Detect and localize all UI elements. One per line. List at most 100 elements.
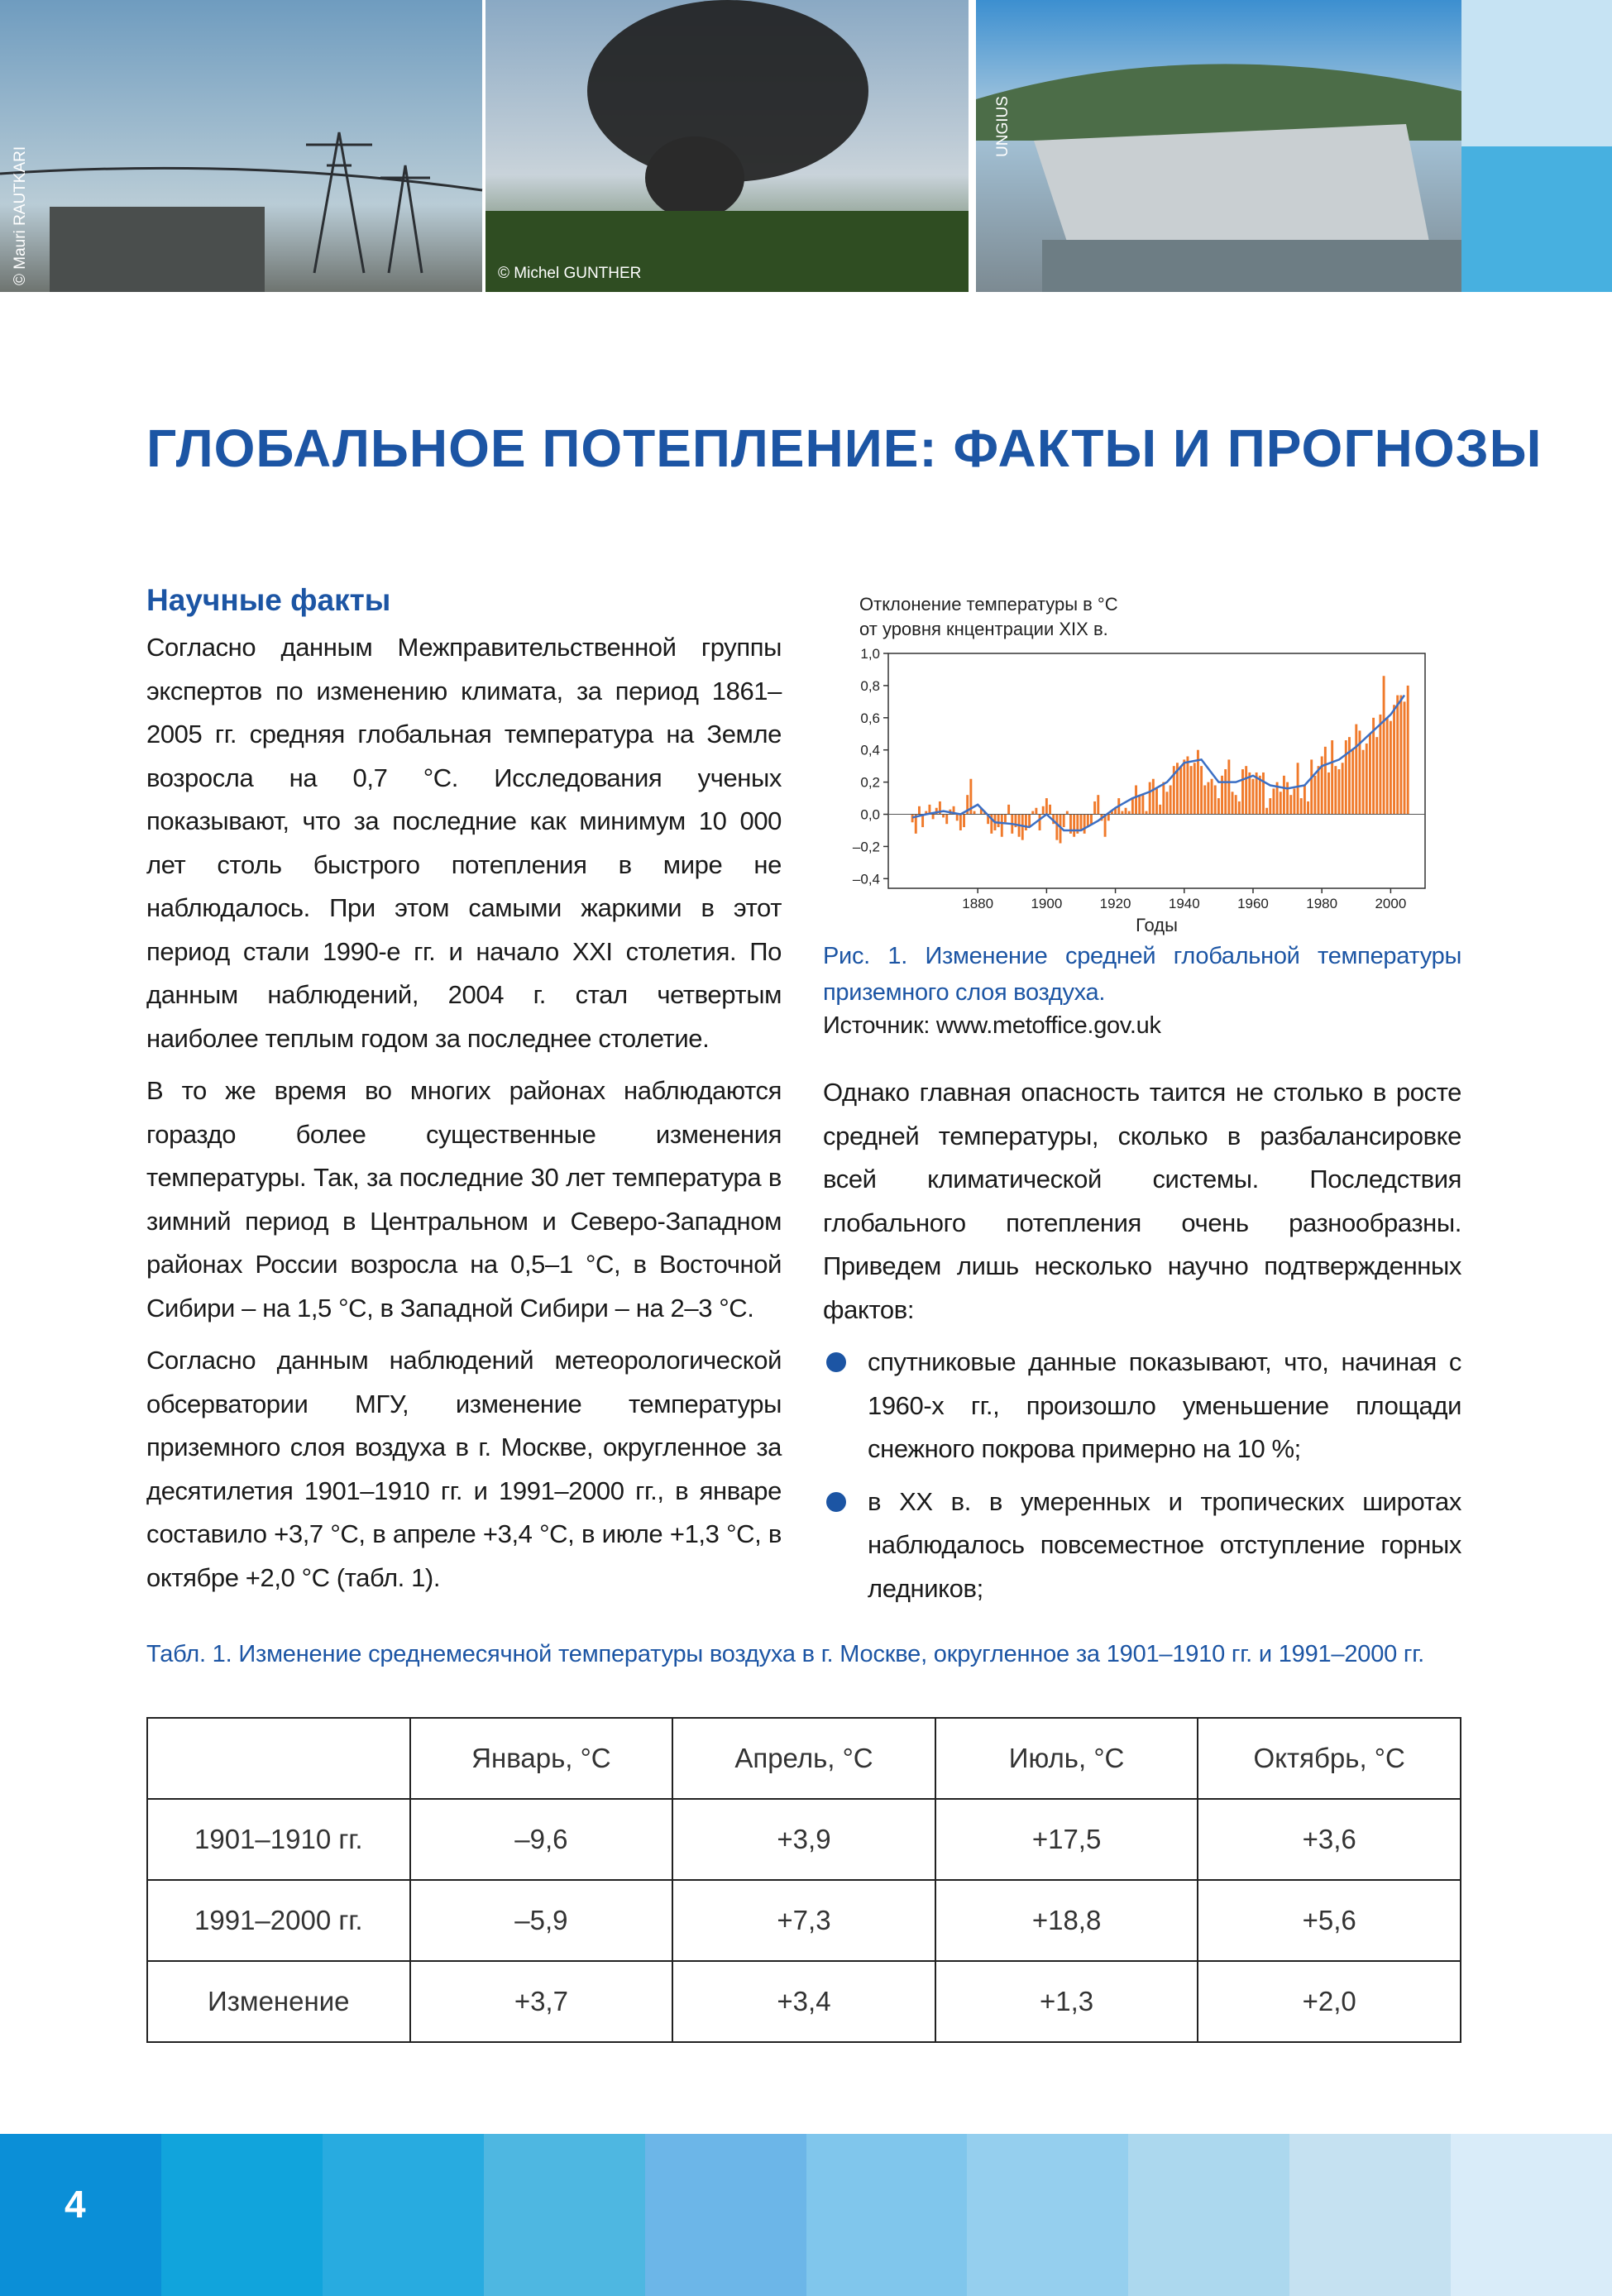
table-cell: 1991–2000 гг. [146, 1879, 411, 1962]
bar [1221, 775, 1224, 815]
bar [973, 811, 976, 815]
bar [1320, 756, 1323, 815]
bar [1382, 676, 1385, 815]
trend-line [911, 694, 1406, 832]
figure-chart: Отклонение температуры в °C от уровня кнц… [853, 594, 1426, 935]
bar [1248, 772, 1251, 815]
bar [1265, 807, 1269, 815]
table-cell: +7,3 [672, 1879, 936, 1962]
page-number: 4 [65, 2183, 86, 2226]
figure-caption: Рис. 1. Изменение средней глобальной тем… [823, 943, 1461, 1006]
bar [1358, 730, 1361, 815]
bar [1131, 798, 1134, 815]
y-tick-label: 1,0 [860, 646, 880, 662]
bar [1341, 763, 1344, 815]
bar [1337, 769, 1341, 815]
bar [1035, 807, 1038, 815]
bar [966, 795, 969, 815]
footer-block [0, 2134, 161, 2296]
bar [1334, 766, 1337, 815]
table-cell: 1901–1910 гг. [146, 1798, 411, 1881]
smoke [645, 136, 744, 219]
bar [1372, 717, 1375, 815]
table-row: 1901–1910 гг. –9,6 +3,9 +17,5 +3,6 [146, 1798, 1461, 1881]
bar [1086, 814, 1089, 828]
smoke [587, 0, 868, 182]
bar [997, 814, 1000, 828]
bar [1234, 795, 1237, 815]
bar [1159, 804, 1162, 815]
x-tick-label: 1880 [962, 896, 993, 911]
bar [1200, 766, 1203, 815]
bar [1052, 814, 1055, 825]
bar [928, 804, 931, 815]
chart-title: Отклонение температуры в °C [859, 594, 1118, 615]
bar [1000, 814, 1003, 837]
bar [935, 807, 938, 815]
footer-block [1451, 2134, 1612, 2296]
y-tick-label: 0,4 [860, 743, 880, 758]
bar [1045, 798, 1048, 815]
bar [1007, 804, 1011, 815]
bar [1203, 785, 1207, 815]
bar [1038, 814, 1041, 830]
table-cell: +3,4 [672, 1960, 936, 2043]
bar [1062, 814, 1065, 828]
bar [1097, 795, 1100, 815]
bar [1224, 769, 1227, 815]
footer-block [967, 2134, 1129, 2296]
bar [1251, 778, 1255, 815]
bar [945, 814, 949, 825]
section-heading: Научные факты [146, 583, 391, 617]
bar [1141, 795, 1145, 815]
bar [1169, 785, 1172, 815]
footer-block [644, 2134, 806, 2296]
bar [1055, 814, 1059, 840]
bar [1323, 746, 1327, 815]
bar [1172, 766, 1175, 815]
bar [1289, 795, 1293, 815]
bar [1107, 814, 1110, 821]
bar [1227, 759, 1231, 815]
factory [50, 207, 265, 292]
forest [486, 211, 969, 292]
table-header-cell: Октябрь, °С [1197, 1717, 1461, 1800]
table-row: Изменение +3,7 +3,4 +1,3 +2,0 [146, 1960, 1461, 2043]
table-header-cell: Апрель, °С [672, 1717, 936, 1800]
footer-block [806, 2134, 968, 2296]
bar [1389, 720, 1392, 815]
bar [1375, 737, 1379, 815]
bullet-item: спутниковые данные показывают, что, начи… [823, 1341, 1461, 1471]
photo-credit: UNGIUS [994, 96, 1012, 157]
bar [1135, 785, 1137, 815]
bar [990, 814, 993, 834]
bar [1385, 717, 1389, 815]
bar [1059, 814, 1062, 844]
table-cell: +18,8 [934, 1879, 1199, 1962]
bar [1049, 804, 1051, 815]
x-tick-label: 1900 [1031, 896, 1062, 911]
bar [1073, 814, 1076, 837]
bar [1217, 798, 1220, 815]
table-cell: +5,6 [1197, 1879, 1461, 1962]
bar [925, 811, 928, 815]
bar [1365, 743, 1368, 815]
bar [1393, 705, 1396, 815]
bullet-list: спутниковые данные показывают, что, начи… [823, 1341, 1461, 1610]
y-tick-label: –0,2 [853, 839, 880, 854]
page-title: ГЛОБАЛЬНОЕ ПОТЕПЛЕНИЕ: ФАКТЫ И ПРОГНОЗЫ [146, 419, 1543, 478]
table-header-cell: Январь, °С [409, 1717, 674, 1800]
bar [1241, 769, 1244, 815]
bar [1255, 772, 1258, 815]
bar [938, 801, 941, 815]
bar [1269, 798, 1272, 815]
bar [1183, 759, 1186, 815]
figure-source: Источник: www.metoffice.gov.uk [823, 1012, 1161, 1039]
table-header-cell: Июль, °С [934, 1717, 1199, 1800]
bar [1310, 759, 1313, 815]
footer-block [1289, 2134, 1452, 2296]
bar [1196, 749, 1199, 815]
footer-strip [0, 2134, 1612, 2296]
bar [1351, 749, 1355, 815]
bar [1207, 782, 1210, 815]
